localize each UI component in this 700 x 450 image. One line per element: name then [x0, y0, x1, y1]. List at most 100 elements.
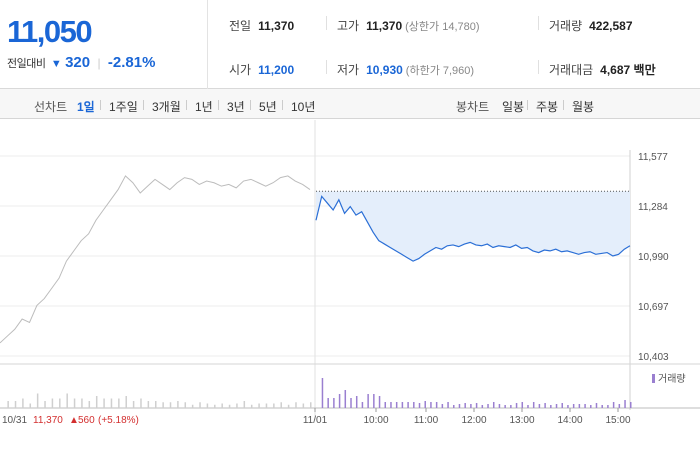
- volume-bar-today: [527, 405, 529, 408]
- volume-bar-today: [441, 404, 444, 408]
- candle-tab-daily[interactable]: 일봉: [502, 100, 525, 114]
- tab-divider: [250, 100, 251, 110]
- volume-bar-prev: [81, 398, 83, 408]
- volume-bar-prev: [250, 404, 253, 408]
- range-tab-1d[interactable]: 1일: [77, 100, 95, 114]
- volume-bar-prev: [243, 401, 246, 408]
- change-percent: -2.81%: [107, 54, 156, 71]
- change-label: 전일대비: [7, 58, 46, 70]
- volume-bar-today: [510, 405, 512, 408]
- range-tab-3y[interactable]: 3년: [227, 100, 245, 114]
- stat-value: 11,370: [366, 19, 403, 33]
- stat-low: 저가 10,930 (하한가 7,960): [337, 61, 474, 78]
- stat-label: 시가: [229, 63, 252, 77]
- prev-day-close: 11,370: [33, 415, 63, 426]
- candle-chart-label: 봉차트: [456, 100, 490, 114]
- stat-volume: 거래량 422,587: [549, 17, 633, 34]
- volume-bar-today: [418, 403, 421, 408]
- x-tick-label: 12:00: [461, 415, 486, 426]
- volume-bar-prev: [302, 403, 305, 408]
- stat-label: 거래량: [549, 19, 583, 33]
- volume-bar-today: [413, 402, 415, 408]
- volume-bar-prev: [110, 398, 113, 408]
- range-tab-10y[interactable]: 10년: [291, 100, 316, 114]
- volume-legend-label: 거래량: [658, 373, 686, 385]
- x-tick-label: 11:00: [414, 415, 439, 426]
- volume-bar-today: [407, 402, 409, 408]
- volume-bar-today: [395, 402, 398, 408]
- chart-toolbar: 선차트 1일 1주일 3개월 1년 3년 5년 10년 봉차트 일봉 주봉 월봉: [0, 89, 700, 119]
- volume-bar-today: [607, 405, 609, 408]
- stat-divider: [326, 16, 327, 30]
- volume-bar-today: [401, 402, 404, 408]
- volume-bar-prev: [177, 401, 179, 408]
- stat-divider: [538, 60, 539, 74]
- volume-bar-today: [612, 402, 615, 408]
- volume-bar-today: [578, 404, 581, 408]
- volume-bar-today: [487, 404, 489, 408]
- volume-bar-today: [481, 405, 484, 408]
- stat-value: 422,587: [589, 19, 633, 33]
- volume-bar-today: [378, 396, 381, 408]
- volume-bar-prev: [44, 401, 46, 408]
- volume-bar-prev: [155, 401, 157, 408]
- volume-bar-prev: [66, 393, 68, 408]
- volume-bar-prev: [228, 404, 231, 408]
- volume-bar-prev: [280, 402, 282, 408]
- tab-divider: [218, 100, 219, 110]
- volume-bar-today: [321, 378, 324, 408]
- volume-bar-today: [550, 405, 552, 408]
- volume-bar-prev: [140, 398, 142, 408]
- volume-bar-prev: [29, 403, 32, 408]
- volume-bar-today: [532, 402, 535, 408]
- volume-bar-prev: [265, 403, 268, 408]
- volume-bar-today: [350, 398, 352, 408]
- volume-bar-today: [567, 405, 569, 408]
- volume-bar-prev: [132, 401, 135, 408]
- stock-summary: 11,050 전일대비 ▼ 320 | -2.81% 전일 11,370 고가 11…: [0, 0, 700, 89]
- tab-divider: [100, 100, 101, 110]
- volume-bar-today: [367, 394, 369, 408]
- volume-bar-today: [390, 402, 392, 408]
- volume-bar-today: [424, 401, 426, 408]
- stat-divider: [326, 60, 327, 74]
- stat-prev-close: 전일 11,370: [229, 17, 294, 34]
- volume-bar-today: [618, 404, 621, 408]
- volume-bar-today: [373, 394, 375, 408]
- volume-bar-today: [572, 404, 575, 408]
- volume-bar-prev: [191, 404, 194, 408]
- volume-bar-today: [453, 405, 455, 408]
- volume-bar-prev: [199, 402, 201, 408]
- volume-bar-today: [430, 402, 432, 408]
- volume-bar-today: [504, 405, 506, 408]
- volume-bar-prev: [73, 398, 76, 408]
- volume-bar-prev: [51, 398, 54, 408]
- range-tab-3m[interactable]: 3개월: [152, 100, 181, 114]
- volume-bar-today: [521, 402, 524, 408]
- candle-tab-weekly[interactable]: 주봉: [536, 100, 559, 114]
- line-chart-label: 선차트: [34, 100, 68, 114]
- candle-tab-monthly[interactable]: 월봉: [572, 100, 595, 114]
- stat-amount: 거래대금 4,687 백만: [549, 61, 656, 78]
- volume-bar-today: [555, 404, 558, 408]
- volume-legend-swatch: [652, 374, 655, 383]
- chart-canvas: 11,577 11,284 10,990 10,697 10,403 거래량 11/01 10…: [0, 120, 700, 426]
- range-tab-5y[interactable]: 5년: [259, 100, 277, 114]
- range-tab-1w[interactable]: 1주일: [109, 100, 138, 114]
- volume-bar-today: [624, 400, 626, 408]
- stat-label: 저가: [337, 63, 360, 77]
- volume-bar-today: [590, 405, 592, 408]
- up-arrow-icon: ▲: [69, 415, 79, 426]
- change-value: 320: [65, 54, 91, 71]
- change-row: 전일대비 ▼ 320 | -2.81%: [7, 54, 155, 71]
- volume-bar-prev: [273, 403, 275, 408]
- prev-day-change-pct: (+5.18%): [98, 415, 139, 426]
- volume-bar-today: [561, 403, 563, 408]
- range-tab-1y[interactable]: 1년: [195, 100, 213, 114]
- volume-bar-prev: [169, 402, 172, 408]
- volume-bar-prev: [236, 403, 238, 408]
- x-tick-label: 13:00: [509, 415, 534, 426]
- change-divider: |: [97, 56, 101, 70]
- volume-bar-today: [584, 404, 586, 408]
- volume-bar-today: [470, 404, 472, 408]
